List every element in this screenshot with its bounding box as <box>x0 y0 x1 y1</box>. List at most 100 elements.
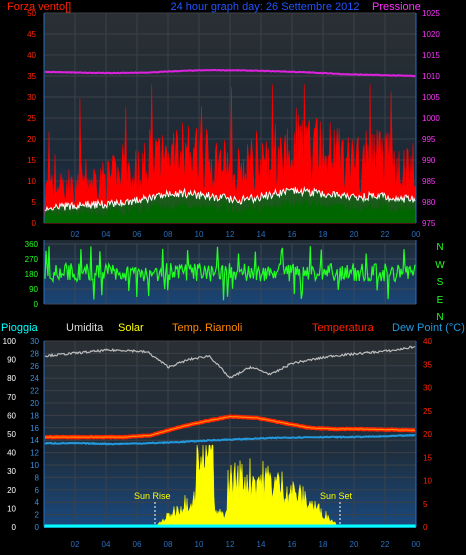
tick-label-temp-right: 25 <box>423 407 432 416</box>
tick-label-time: 12 <box>226 230 235 239</box>
tick-label-time: 04 <box>102 230 111 239</box>
tick-label-pressure: 1005 <box>422 93 440 102</box>
tick-label-dir: 90 <box>29 285 38 294</box>
tick-label-temp-right: 5 <box>423 500 428 509</box>
tick-label-wind: 20 <box>27 135 36 144</box>
sunset-label: Sun Set <box>320 491 353 501</box>
tick-label-wind: 35 <box>27 72 36 81</box>
tick-label-wind: 15 <box>27 156 36 165</box>
legend-dewpoint: Dew Point (°C) <box>392 322 465 334</box>
tick-label-wind: 40 <box>27 51 36 60</box>
tick-label-wind: 30 <box>27 93 36 102</box>
tick-label-dir: 270 <box>25 255 39 264</box>
legend-umidita: Umidita <box>66 322 104 334</box>
humidity-line <box>44 345 416 379</box>
tick-label-time: 16 <box>288 230 297 239</box>
tick-label-pressure: 985 <box>422 177 436 186</box>
tick-label-time-bottom: 12 <box>226 540 235 549</box>
legend-pioggia: Pioggia <box>1 322 39 334</box>
tick-label-pressure: 1015 <box>422 51 440 60</box>
tick-label-pressure: 980 <box>422 198 436 207</box>
compass-label: N <box>436 312 443 323</box>
tick-label-rain: 50 <box>7 430 16 439</box>
tick-label-rain: 0 <box>12 523 17 532</box>
compass-label: N <box>436 242 443 253</box>
tick-label-pressure: 1010 <box>422 72 440 81</box>
tick-label-rain: 70 <box>7 393 16 402</box>
wind-base-area <box>44 198 416 223</box>
chart-right-title: Pressione <box>372 1 421 13</box>
tick-label-pressure: 995 <box>422 135 436 144</box>
tick-label-rain: 60 <box>7 411 16 420</box>
tick-label-temp-left: 24 <box>30 374 39 383</box>
tick-label-time-bottom: 10 <box>195 540 204 549</box>
tick-label-rain: 20 <box>7 486 16 495</box>
tick-label-temp-left: 12 <box>30 449 39 458</box>
sunrise-label: Sun Rise <box>134 491 171 501</box>
tick-label-time-bottom: 08 <box>164 540 173 549</box>
pressure-line <box>44 68 416 78</box>
tick-label-rain: 40 <box>7 449 16 458</box>
tick-label-time: 06 <box>133 230 142 239</box>
tick-label-temp-left: 30 <box>30 337 39 346</box>
tick-label-time-bottom: 04 <box>102 540 111 549</box>
tick-label-time: 00 <box>412 230 421 239</box>
tick-label-pressure: 1000 <box>422 114 440 123</box>
tick-label-temp-left: 2 <box>35 511 40 520</box>
tick-label-time: 10 <box>195 230 204 239</box>
chart-left-title: Forza vento[] <box>7 1 71 13</box>
compass-label: E <box>437 295 444 306</box>
tick-label-time-bottom: 18 <box>319 540 328 549</box>
tick-label-rain: 30 <box>7 467 16 476</box>
tick-label-pressure: 990 <box>422 156 436 165</box>
compass-label: W <box>435 260 445 271</box>
legend-temperatura: Temperatura <box>312 322 375 334</box>
tick-label-time-bottom: 06 <box>133 540 142 549</box>
tick-label-temp-left: 20 <box>30 399 39 408</box>
tick-label-time: 14 <box>257 230 266 239</box>
tick-label-pressure: 975 <box>422 219 436 228</box>
tick-label-temp-left: 28 <box>30 349 39 358</box>
tick-label-temp-left: 14 <box>30 436 39 445</box>
chart-title: 24 hour graph day: 26 Settembre 2012 <box>171 1 360 13</box>
tick-label-temp-right: 35 <box>423 360 432 369</box>
tick-label-rain: 10 <box>7 504 16 513</box>
tick-label-wind: 10 <box>27 177 36 186</box>
tick-label-dir: 180 <box>25 270 39 279</box>
tick-label-temp-left: 22 <box>30 387 39 396</box>
tick-label-rain: 100 <box>3 337 17 346</box>
legend-temp-riarnoli: Temp. Riarnoli <box>172 322 242 334</box>
tick-label-wind: 45 <box>27 30 36 39</box>
wind-direction-line <box>44 246 416 301</box>
tick-label-wind: 50 <box>27 9 36 18</box>
compass-label: S <box>437 277 444 288</box>
legend-solar: Solar <box>118 322 144 334</box>
tick-label-pressure: 1020 <box>422 30 440 39</box>
tick-label-temp-right: 20 <box>423 430 432 439</box>
tick-label-wind: 5 <box>32 198 37 207</box>
tick-label-time-bottom: 14 <box>257 540 266 549</box>
tick-label-time: 20 <box>350 230 359 239</box>
dewpoint-line <box>44 433 416 446</box>
tick-label-temp-left: 26 <box>30 362 39 371</box>
wind-gust-area <box>43 84 417 224</box>
tick-label-rain: 80 <box>7 374 16 383</box>
tick-label-pressure: 1025 <box>422 9 440 18</box>
tick-label-time: 18 <box>319 230 328 239</box>
tick-label-time: 22 <box>381 230 390 239</box>
tick-label-temp-left: 16 <box>30 424 39 433</box>
tick-label-temp-left: 6 <box>35 486 40 495</box>
axes-layer: 0510152025303540455097598098599099510001… <box>3 9 446 549</box>
tick-label-time: 02 <box>71 230 80 239</box>
tick-label-dir: 360 <box>25 240 39 249</box>
tick-label-temp-left: 0 <box>35 523 40 532</box>
tick-label-rain: 90 <box>7 356 16 365</box>
tick-label-temp-right: 10 <box>423 477 432 486</box>
tick-label-temp-left: 10 <box>30 461 39 470</box>
tick-label-dir: 0 <box>34 300 39 309</box>
tick-label-time-bottom: 22 <box>381 540 390 549</box>
tick-label-wind: 25 <box>27 114 36 123</box>
wind-avg-line <box>44 186 416 212</box>
tick-label-temp-right: 30 <box>423 384 432 393</box>
